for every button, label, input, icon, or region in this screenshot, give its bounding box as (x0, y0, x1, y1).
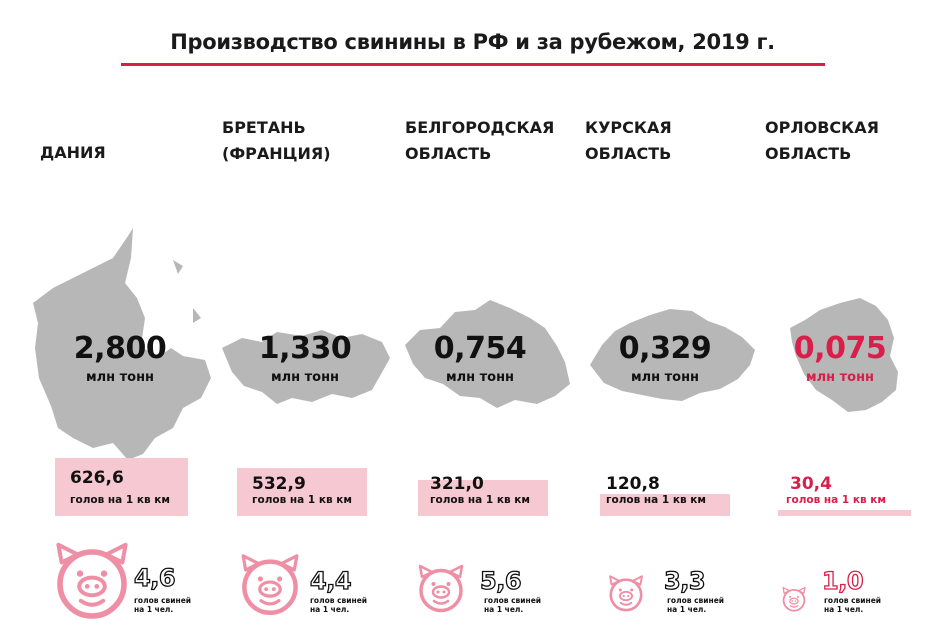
region-4-pigs-unit-line2: на 1 чел. (667, 605, 707, 614)
pig-icon (781, 586, 807, 616)
region-2-production-value: 1,330 (258, 331, 352, 366)
region-3-density-bar (418, 480, 548, 516)
region-5-production-unit: млн тонн (805, 370, 875, 385)
region-1-density-unit: голов на 1 кв км (70, 494, 170, 506)
region-2-name: БРЕТАНЬ (ФРАНЦИЯ) (222, 115, 331, 167)
region-1-pigs-unit-line2: на 1 чел. (134, 605, 174, 614)
region-4-density-bar (600, 494, 730, 516)
region-3-pigs-per-person-unit: голов свиней на 1 чел. (484, 596, 541, 614)
region-5-density-bar (778, 510, 911, 516)
region-4-name-line2: ОБЛАСТЬ (585, 144, 672, 163)
pig-icon (607, 574, 645, 616)
title-underline (121, 63, 825, 66)
region-4-pigs-per-person-unit: голов свиней на 1 чел. (667, 596, 724, 614)
region-5-pigs-unit-line2: на 1 чел. (824, 605, 864, 614)
region-5-pigs-per-person-unit: голов свиней на 1 чел. (824, 596, 881, 614)
region-1-pigs-per-person-unit: голов свиней на 1 чел. (134, 596, 191, 614)
region-2-production-unit: млн тонн (270, 370, 340, 385)
denmark-map-icon (33, 228, 223, 463)
region-4-density-unit: голов на 1 кв км (606, 494, 706, 506)
region-5-density-unit: голов на 1 кв км (786, 494, 886, 506)
region-2-pigs-unit-line1: голов свиней (310, 596, 368, 605)
region-2-density-value: 532,9 (252, 474, 306, 494)
region-4-pigs-unit-line1: голов свиней (667, 596, 725, 605)
region-4-name: КУРСКАЯ ОБЛАСТЬ (585, 115, 672, 167)
region-4-production-value: 0,329 (618, 331, 712, 366)
region-5-density-value: 30,4 (790, 474, 832, 494)
region-4-name-line1: КУРСКАЯ (585, 118, 672, 137)
region-5-pigs-per-person-value: 1,0 (821, 567, 864, 595)
region-2-pigs-per-person-value: 4,4 (309, 567, 352, 595)
kursk-map-icon (590, 305, 755, 405)
region-1-name-line1: ДАНИЯ (40, 143, 106, 162)
region-3-pigs-unit-line2: на 1 чел. (484, 605, 524, 614)
region-3-pigs-per-person-value: 5,6 (479, 567, 522, 595)
brittany-map-icon (222, 328, 392, 406)
region-5-name-line1: ОРЛОВСКАЯ (765, 118, 879, 137)
region-1-density-value: 626,6 (70, 468, 124, 488)
region-1-production-value: 2,800 (73, 331, 167, 366)
region-3-pigs-unit-line1: голов свиней (484, 596, 542, 605)
region-4-density-value: 120,8 (606, 474, 660, 494)
region-3-name-line1: БЕЛГОРОДСКАЯ (405, 118, 555, 137)
region-1-name: ДАНИЯ (40, 140, 106, 166)
region-2-name-line1: БРЕТАНЬ (222, 118, 306, 137)
region-5-name: ОРЛОВСКАЯ ОБЛАСТЬ (765, 115, 879, 167)
region-1-density-bar (55, 458, 188, 516)
region-1-production-unit: млн тонн (85, 370, 155, 385)
region-2-density-unit: голов на 1 кв км (252, 494, 352, 506)
region-3-production-value: 0,754 (433, 331, 527, 366)
oryol-map-icon (790, 298, 900, 413)
page-title: Производство свинины в РФ и за рубежом, … (170, 30, 775, 54)
region-2-pigs-per-person-unit: голов свиней на 1 чел. (310, 596, 367, 614)
pig-icon (416, 563, 466, 617)
pig-icon (52, 540, 132, 624)
region-3-production-unit: млн тонн (445, 370, 515, 385)
region-3-density-unit: голов на 1 кв км (430, 494, 530, 506)
region-1-pigs-per-person-value: 4,6 (133, 564, 176, 592)
region-5-pigs-unit-line1: голов свиней (824, 596, 882, 605)
region-5-name-line2: ОБЛАСТЬ (765, 144, 852, 163)
region-1-pigs-unit-line1: голов свиней (134, 596, 192, 605)
region-3-name: БЕЛГОРОДСКАЯ ОБЛАСТЬ (405, 115, 554, 167)
region-4-pigs-per-person-value: 3,3 (663, 567, 706, 595)
region-5-production-value: 0,075 (793, 331, 887, 366)
region-2-pigs-unit-line2: на 1 чел. (310, 605, 350, 614)
pig-icon (238, 552, 302, 620)
region-2-density-bar (237, 468, 367, 516)
region-3-name-line2: ОБЛАСТЬ (405, 144, 492, 163)
region-2-name-line2: (ФРАНЦИЯ) (222, 144, 331, 163)
region-4-production-unit: млн тонн (630, 370, 700, 385)
region-3-density-value: 321,0 (430, 474, 484, 494)
belgorod-map-icon (405, 300, 570, 410)
